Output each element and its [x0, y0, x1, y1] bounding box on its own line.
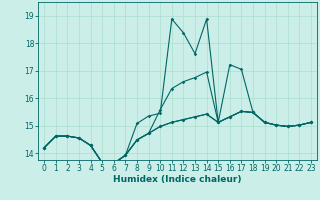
X-axis label: Humidex (Indice chaleur): Humidex (Indice chaleur): [113, 175, 242, 184]
